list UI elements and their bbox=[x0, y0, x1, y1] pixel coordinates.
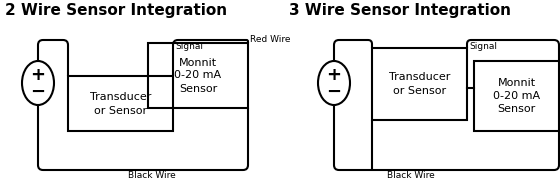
Text: Black Wire: Black Wire bbox=[387, 171, 435, 180]
Text: 2 Wire Sensor Integration: 2 Wire Sensor Integration bbox=[5, 3, 227, 18]
Text: +: + bbox=[326, 66, 342, 84]
Text: 3 Wire Sensor Integration: 3 Wire Sensor Integration bbox=[289, 3, 511, 18]
Bar bbox=[474, 61, 559, 131]
Text: Transducer: Transducer bbox=[389, 72, 450, 82]
Text: or Sensor: or Sensor bbox=[94, 105, 147, 115]
Text: +: + bbox=[30, 66, 45, 84]
Text: Transducer: Transducer bbox=[90, 92, 151, 102]
Text: −: − bbox=[326, 83, 342, 101]
Bar bbox=[148, 43, 248, 108]
Text: Monnit: Monnit bbox=[497, 78, 535, 88]
Text: Signal: Signal bbox=[469, 42, 497, 51]
Text: Sensor: Sensor bbox=[179, 83, 217, 93]
Text: Sensor: Sensor bbox=[497, 104, 535, 114]
Text: Monnit: Monnit bbox=[179, 58, 217, 67]
Text: Black Wire: Black Wire bbox=[128, 171, 176, 180]
Text: or Sensor: or Sensor bbox=[393, 86, 446, 96]
Bar bbox=[372, 48, 467, 120]
Text: 0-20 mA: 0-20 mA bbox=[174, 70, 222, 80]
Text: −: − bbox=[30, 83, 45, 101]
Text: Signal: Signal bbox=[175, 42, 203, 51]
Text: Red Wire: Red Wire bbox=[250, 35, 291, 44]
Bar bbox=[68, 76, 173, 131]
Text: 0-20 mA: 0-20 mA bbox=[493, 91, 540, 101]
